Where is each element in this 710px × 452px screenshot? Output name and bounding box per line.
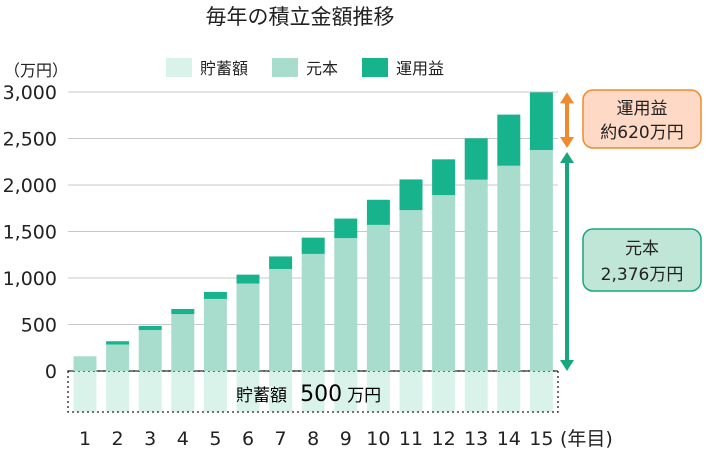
- savings-bar: [334, 371, 358, 412]
- savings-band-amount: 500: [300, 382, 342, 407]
- savings-band-unit: 万円: [347, 386, 381, 406]
- callout-principal-value: 2,376万円: [601, 265, 684, 285]
- bar-gain: [399, 179, 423, 211]
- x-tick-label: 7: [275, 428, 287, 450]
- x-tick-label: 5: [209, 428, 221, 450]
- bar-gain: [106, 341, 130, 345]
- bar-gain: [269, 256, 293, 269]
- y-tick-label: 1,500: [3, 222, 57, 244]
- legend-label-gain: 運用益: [396, 59, 444, 78]
- x-tick-label: 1: [79, 428, 91, 450]
- legend: 貯蓄額 元本 運用益: [166, 58, 444, 78]
- bar-principal: [399, 210, 423, 371]
- y-tick-label: 2,500: [3, 129, 57, 151]
- savings-bar: [366, 371, 390, 412]
- legend-swatch-principal: [272, 58, 298, 77]
- x-tick-label: 10: [366, 428, 390, 450]
- savings-bar: [269, 371, 293, 412]
- x-tick-label: 12: [432, 428, 456, 450]
- bar-principal: [366, 224, 390, 371]
- savings-bar: [497, 371, 521, 412]
- bar-principal: [203, 298, 227, 371]
- bar-principal: [301, 253, 325, 371]
- bar-gain: [171, 308, 195, 315]
- x-tick-label: 8: [307, 428, 319, 450]
- legend-swatch-gain: [362, 58, 388, 77]
- bar-principal: [171, 314, 195, 371]
- principal-arrow: [560, 152, 574, 371]
- x-tick-label: 2: [112, 428, 124, 450]
- x-unit-label: (年目): [560, 428, 613, 450]
- savings-bar: [464, 371, 488, 412]
- bar-principal: [432, 195, 456, 371]
- savings-bar: [529, 371, 553, 412]
- bar-gain: [301, 237, 325, 254]
- bar-principal: [73, 356, 97, 371]
- bar-gain: [138, 325, 162, 331]
- bar-gain: [236, 274, 260, 284]
- bar-gain: [366, 199, 390, 225]
- callout-principal-title: 元本: [625, 239, 659, 259]
- bar-gain: [464, 138, 488, 180]
- callout-principal-box: [582, 228, 702, 292]
- bar-gain: [334, 218, 358, 239]
- bar-principal: [269, 268, 293, 371]
- bar-gain: [432, 159, 456, 196]
- savings-band-label: 貯蓄額 500 万円: [236, 382, 381, 407]
- y-tick-label: 2,000: [3, 175, 57, 197]
- bar-principal: [236, 283, 260, 371]
- savings-band: [67, 370, 559, 413]
- legend-swatch-savings: [166, 58, 192, 77]
- x-tick-label: 15: [529, 428, 553, 450]
- y-unit-label: （万円）: [4, 61, 68, 80]
- savings-band-name: 貯蓄額: [236, 386, 287, 406]
- savings-bar: [171, 371, 195, 412]
- bar-gain: [497, 114, 521, 166]
- savings-bar: [399, 371, 423, 412]
- savings-bar: [301, 371, 325, 412]
- x-tick-label: 4: [177, 428, 189, 450]
- y-tick-label: 1,000: [3, 268, 57, 290]
- legend-label-principal: 元本: [306, 59, 338, 78]
- legend-label-savings: 貯蓄額: [200, 59, 248, 78]
- arrow-head-up: [560, 92, 574, 104]
- bar-gain: [203, 291, 227, 299]
- x-tick-label: 11: [399, 428, 423, 450]
- gain-arrow: [560, 92, 574, 149]
- y-axis-ticks: 0 500 1,000 1,500 2,000 2,500 3,000: [3, 82, 57, 383]
- callout-gain-box: [582, 89, 702, 149]
- x-tick-label: 14: [497, 428, 521, 450]
- bar-principal: [497, 165, 521, 371]
- savings-bar: [203, 371, 227, 412]
- savings-bar: [73, 371, 97, 412]
- y-tick-label: 0: [45, 361, 57, 383]
- arrow-head-up: [560, 152, 574, 164]
- bar-gain: [529, 92, 553, 151]
- x-tick-label: 6: [242, 428, 254, 450]
- bar-principal: [106, 344, 130, 371]
- bar-principal: [529, 150, 553, 371]
- bar-principal: [464, 179, 488, 371]
- arrow-head-down: [560, 137, 574, 149]
- savings-bar: [432, 371, 456, 412]
- y-tick-label: 3,000: [3, 82, 57, 104]
- callout-principal: 元本 2,376万円: [560, 152, 702, 371]
- arrow-head-down: [560, 360, 574, 371]
- chart-title: 毎年の積立金額推移: [206, 5, 395, 29]
- x-axis-ticks: 1 2 3 4 5 6 7 8 9 10 11 12 13 14 15: [79, 428, 554, 450]
- savings-bar: [106, 371, 130, 412]
- y-tick-label: 500: [21, 315, 57, 337]
- x-tick-label: 3: [144, 428, 156, 450]
- bar-principal: [334, 238, 358, 371]
- savings-bar: [138, 371, 162, 412]
- x-tick-label: 13: [464, 428, 488, 450]
- callout-gain-title: 運用益: [617, 99, 668, 119]
- bars: [73, 92, 553, 371]
- savings-bar: [236, 371, 260, 412]
- x-tick-label: 9: [340, 428, 352, 450]
- bar-principal: [138, 330, 162, 371]
- callout-gain-value: 約620万円: [600, 123, 683, 143]
- callout-gain: 運用益 約620万円: [560, 89, 702, 149]
